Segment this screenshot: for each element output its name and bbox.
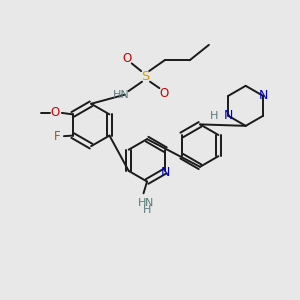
Text: O: O (122, 52, 132, 64)
Text: O: O (160, 87, 169, 100)
Text: N: N (224, 109, 233, 122)
Text: H: H (209, 111, 218, 121)
Text: N: N (258, 89, 268, 102)
Text: N: N (145, 198, 153, 208)
Text: S: S (141, 70, 150, 83)
Text: O: O (50, 106, 60, 119)
Text: HN: HN (113, 90, 130, 100)
Text: H: H (138, 198, 146, 208)
Text: H: H (143, 205, 151, 215)
Text: N: N (161, 166, 170, 179)
Text: F: F (54, 130, 61, 143)
